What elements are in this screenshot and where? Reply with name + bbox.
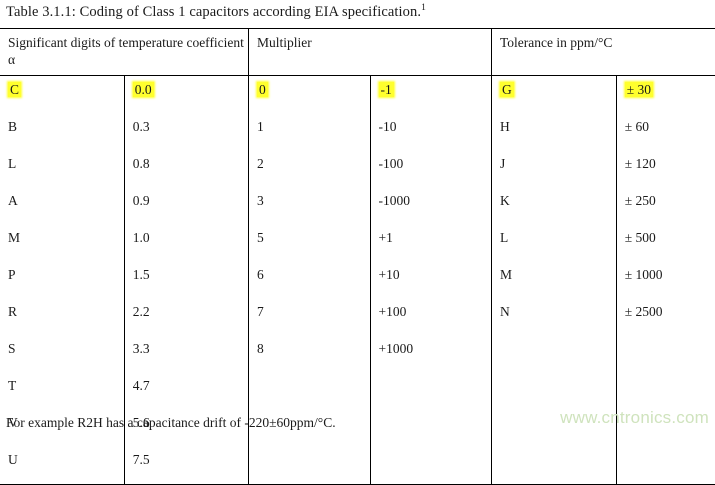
column-header-multiplier: Multiplier	[249, 29, 492, 76]
cell-sig-value: 7.5	[124, 447, 248, 485]
footnote-marker: 1	[421, 3, 426, 13]
cell-tol-value: ± 500	[616, 225, 715, 262]
cell-tol-letter: G	[492, 76, 617, 115]
table-row: U 7.5	[0, 447, 715, 485]
cell-value-highlighted: G	[500, 82, 514, 97]
cell-sig-value: 2.2	[124, 299, 248, 336]
table-caption-text: Table 3.1.1: Coding of Class 1 capacitor…	[6, 4, 421, 20]
cell-sig-letter: B	[0, 114, 124, 151]
cell-mult-value: -1000	[370, 188, 492, 225]
cell-value-highlighted: C	[8, 82, 21, 97]
table-footnote: For example R2H has a capacitance drift …	[6, 413, 336, 432]
cell-sig-letter: R	[0, 299, 124, 336]
cell-tol-letter	[492, 447, 617, 485]
cell-tol-value	[616, 336, 715, 373]
table-row: L 0.8 2 -100 J ± 120	[0, 151, 715, 188]
cell-tol-letter: H	[492, 114, 617, 151]
cell-tol-letter: K	[492, 188, 617, 225]
cell-tol-letter: L	[492, 225, 617, 262]
cell-sig-letter: C	[0, 76, 124, 115]
cell-mult-value	[370, 447, 492, 485]
cell-mult-value: +10	[370, 262, 492, 299]
cell-mult-code: 6	[249, 262, 371, 299]
cell-mult-code	[249, 373, 371, 410]
cell-sig-letter: S	[0, 336, 124, 373]
cell-sig-letter: T	[0, 373, 124, 410]
cell-sig-letter: M	[0, 225, 124, 262]
cell-sig-value: 0.0	[124, 76, 248, 115]
table-row: A 0.9 3 -1000 K ± 250	[0, 188, 715, 225]
column-header-tolerance: Tolerance in ppm/°C	[492, 29, 715, 76]
cell-tol-letter: M	[492, 262, 617, 299]
cell-sig-letter: A	[0, 188, 124, 225]
cell-sig-value: 0.9	[124, 188, 248, 225]
cell-mult-code: 0	[249, 76, 371, 115]
table-row: P 1.5 6 +10 M ± 1000	[0, 262, 715, 299]
cell-value-highlighted: 0.0	[133, 82, 154, 97]
table-row: C 0.0 0 -1 G ± 30	[0, 76, 715, 115]
cell-mult-value: +1	[370, 225, 492, 262]
table-row: B 0.3 1 -10 H ± 60	[0, 114, 715, 151]
cell-tol-letter: N	[492, 299, 617, 336]
cell-sig-letter: L	[0, 151, 124, 188]
cell-mult-code: 3	[249, 188, 371, 225]
table-row: S 3.3 8 +1000	[0, 336, 715, 373]
cell-tol-value	[616, 373, 715, 410]
table-row: M 1.0 5 +1 L ± 500	[0, 225, 715, 262]
cell-tol-value: ± 60	[616, 114, 715, 151]
cell-mult-value	[370, 410, 492, 447]
cell-tol-letter	[492, 373, 617, 410]
cell-mult-code: 7	[249, 299, 371, 336]
cell-sig-value: 3.3	[124, 336, 248, 373]
cell-sig-letter: U	[0, 447, 124, 485]
column-header-significant-digits: Significant digits of temperature coeffi…	[0, 29, 249, 76]
cell-mult-code: 5	[249, 225, 371, 262]
cell-mult-code	[249, 447, 371, 485]
cell-value-highlighted: 0	[257, 82, 268, 97]
table-caption: Table 3.1.1: Coding of Class 1 capacitor…	[6, 2, 426, 22]
cell-mult-value: +1000	[370, 336, 492, 373]
cell-tol-letter: J	[492, 151, 617, 188]
cell-sig-value: 0.8	[124, 151, 248, 188]
cell-tol-value: ± 2500	[616, 299, 715, 336]
cell-value-highlighted: -1	[379, 82, 394, 97]
cell-tol-letter	[492, 336, 617, 373]
cell-mult-code: 1	[249, 114, 371, 151]
table-row: T 4.7	[0, 373, 715, 410]
cell-sig-value: 0.3	[124, 114, 248, 151]
table-row: R 2.2 7 +100 N ± 2500	[0, 299, 715, 336]
site-watermark: www.cntronics.com	[560, 408, 709, 428]
cell-mult-value: -1	[370, 76, 492, 115]
cell-sig-value: 4.7	[124, 373, 248, 410]
cell-mult-value: -100	[370, 151, 492, 188]
cell-tol-value: ± 250	[616, 188, 715, 225]
cell-mult-value: -10	[370, 114, 492, 151]
cell-value-highlighted: ± 30	[625, 82, 653, 97]
cell-tol-value: ± 120	[616, 151, 715, 188]
cell-sig-value: 1.5	[124, 262, 248, 299]
cell-mult-code: 8	[249, 336, 371, 373]
cell-tol-value: ± 30	[616, 76, 715, 115]
cell-tol-value	[616, 447, 715, 485]
cell-sig-letter: P	[0, 262, 124, 299]
cell-mult-value	[370, 373, 492, 410]
cell-mult-value: +100	[370, 299, 492, 336]
cell-sig-value: 1.0	[124, 225, 248, 262]
cell-tol-value: ± 1000	[616, 262, 715, 299]
cell-mult-code: 2	[249, 151, 371, 188]
table-header-row: Significant digits of temperature coeffi…	[0, 29, 715, 76]
